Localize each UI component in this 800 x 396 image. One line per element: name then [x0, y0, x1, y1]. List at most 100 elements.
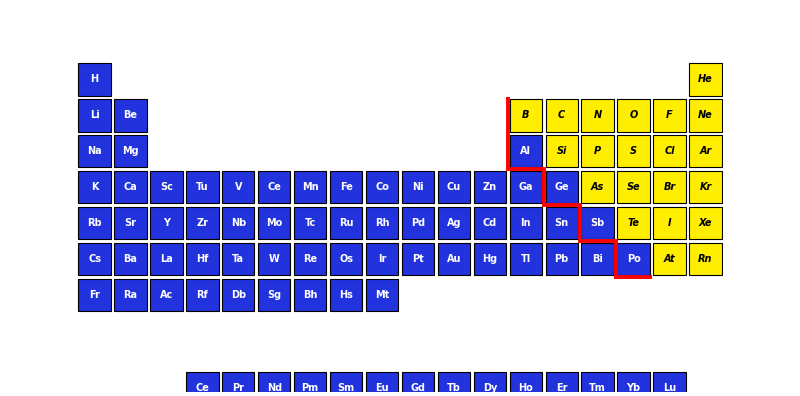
Text: Mg: Mg	[122, 146, 139, 156]
Text: Tl: Tl	[521, 254, 531, 264]
Text: Cu: Cu	[446, 182, 461, 192]
Text: As: As	[591, 182, 604, 192]
Text: Hg: Hg	[482, 254, 498, 264]
Bar	[294, 243, 326, 275]
Bar	[474, 171, 506, 204]
Text: Cs: Cs	[88, 254, 101, 264]
Text: Pm: Pm	[302, 383, 318, 394]
Bar	[582, 135, 614, 168]
Bar	[186, 171, 218, 204]
Bar	[78, 243, 110, 275]
Bar	[294, 372, 326, 396]
Text: Ho: Ho	[518, 383, 533, 394]
Bar	[78, 279, 110, 311]
Bar	[618, 243, 650, 275]
Bar	[222, 243, 254, 275]
Text: Sb: Sb	[590, 218, 605, 228]
Text: Sc: Sc	[160, 182, 173, 192]
Bar	[222, 171, 254, 204]
Text: Rb: Rb	[87, 218, 102, 228]
Text: Pb: Pb	[554, 254, 569, 264]
Bar	[366, 279, 398, 311]
Bar	[582, 207, 614, 239]
Text: In: In	[521, 218, 531, 228]
Text: Ru: Ru	[339, 218, 354, 228]
Text: Mo: Mo	[266, 218, 282, 228]
Bar	[438, 372, 470, 396]
Bar	[690, 171, 722, 204]
Bar	[546, 372, 578, 396]
Bar	[258, 207, 290, 239]
Bar	[510, 99, 542, 131]
Text: Ac: Ac	[160, 290, 173, 300]
Bar	[654, 372, 686, 396]
Text: Li: Li	[90, 110, 99, 120]
Bar	[618, 372, 650, 396]
Text: Bh: Bh	[303, 290, 318, 300]
Text: La: La	[160, 254, 173, 264]
Text: Hf: Hf	[196, 254, 209, 264]
Bar	[546, 243, 578, 275]
Bar	[546, 99, 578, 131]
Text: Fe: Fe	[340, 182, 353, 192]
Text: S: S	[630, 146, 637, 156]
Text: Tb: Tb	[447, 383, 461, 394]
Text: Dy: Dy	[482, 383, 497, 394]
Text: Mn: Mn	[302, 182, 318, 192]
Text: H: H	[90, 74, 98, 84]
Bar	[114, 171, 146, 204]
Bar	[186, 279, 218, 311]
Text: Rn: Rn	[698, 254, 713, 264]
Bar	[618, 135, 650, 168]
Bar	[654, 99, 686, 131]
Bar	[186, 372, 218, 396]
Bar	[582, 372, 614, 396]
Bar	[78, 99, 110, 131]
Text: K: K	[91, 182, 98, 192]
Bar	[546, 135, 578, 168]
Bar	[618, 99, 650, 131]
Bar	[150, 279, 182, 311]
Text: Sg: Sg	[267, 290, 282, 300]
Text: He: He	[698, 74, 713, 84]
Bar	[402, 171, 434, 204]
Text: Sr: Sr	[125, 218, 137, 228]
Text: P: P	[594, 146, 601, 156]
Bar	[654, 135, 686, 168]
Bar	[690, 99, 722, 131]
Text: B: B	[522, 110, 530, 120]
Text: Se: Se	[626, 182, 640, 192]
Text: Pd: Pd	[411, 218, 425, 228]
Bar	[402, 243, 434, 275]
Text: Ag: Ag	[446, 218, 461, 228]
Text: Lu: Lu	[663, 383, 676, 394]
Bar	[186, 207, 218, 239]
Text: Co: Co	[375, 182, 389, 192]
Bar	[330, 171, 362, 204]
Text: Db: Db	[230, 290, 246, 300]
Bar	[330, 207, 362, 239]
Bar	[510, 135, 542, 168]
Bar	[114, 99, 146, 131]
Text: Si: Si	[557, 146, 567, 156]
Bar	[366, 207, 398, 239]
Bar	[186, 243, 218, 275]
Bar	[582, 171, 614, 204]
Bar	[654, 171, 686, 204]
Text: At: At	[664, 254, 675, 264]
Bar	[114, 243, 146, 275]
Bar	[582, 99, 614, 131]
Bar	[654, 243, 686, 275]
Text: Br: Br	[663, 182, 675, 192]
Bar	[114, 135, 146, 168]
Bar	[258, 171, 290, 204]
Text: Na: Na	[87, 146, 102, 156]
Bar	[438, 243, 470, 275]
Bar	[582, 243, 614, 275]
Bar	[366, 243, 398, 275]
Text: Ir: Ir	[378, 254, 386, 264]
Bar	[78, 135, 110, 168]
Text: Ga: Ga	[518, 182, 533, 192]
Bar	[258, 243, 290, 275]
Text: Os: Os	[339, 254, 353, 264]
